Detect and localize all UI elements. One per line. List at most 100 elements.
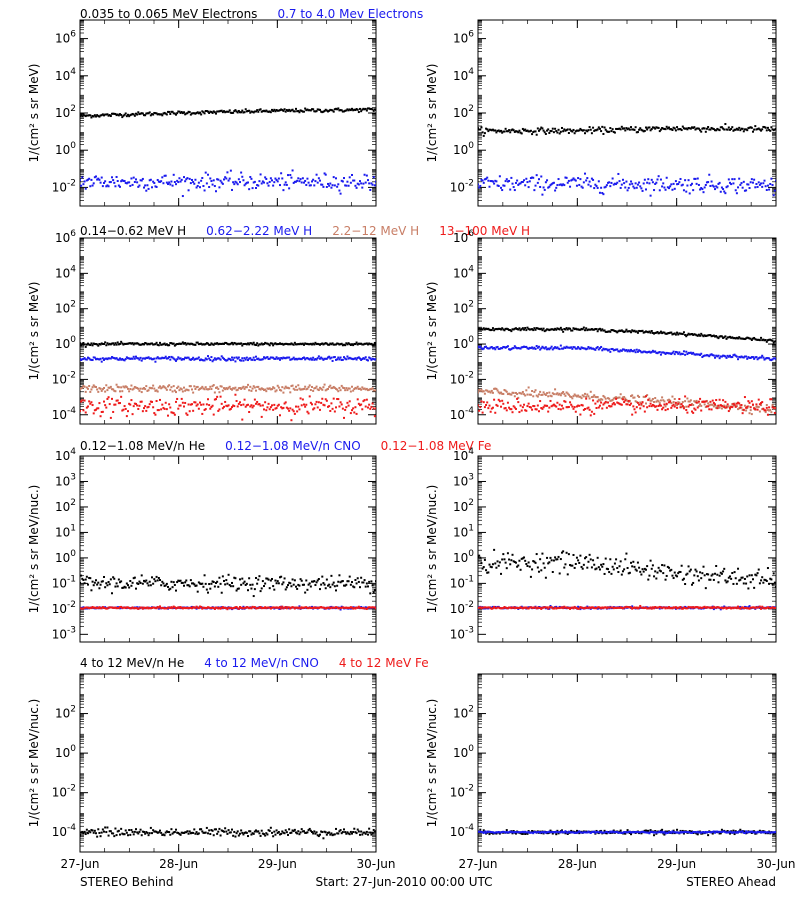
data-point — [727, 405, 730, 408]
data-point — [364, 181, 367, 184]
data-point — [740, 404, 743, 407]
data-point — [595, 185, 598, 188]
data-point — [314, 403, 317, 406]
data-point — [169, 112, 172, 115]
data-point — [93, 581, 96, 584]
data-point — [103, 358, 105, 361]
data-point — [341, 580, 344, 583]
data-point — [145, 579, 148, 582]
data-point — [565, 129, 568, 132]
series-2 — [80, 383, 376, 394]
data-point — [719, 355, 722, 358]
data-point — [336, 108, 339, 111]
data-point — [502, 130, 505, 133]
data-point — [677, 401, 680, 404]
data-point — [109, 181, 112, 184]
data-point — [664, 352, 667, 355]
data-point — [161, 114, 164, 117]
data-point — [649, 129, 652, 132]
data-point — [203, 388, 206, 391]
data-point — [691, 182, 694, 185]
data-point — [480, 178, 483, 181]
data-point — [773, 340, 776, 343]
data-point — [224, 341, 227, 344]
data-point — [223, 405, 225, 408]
data-point — [338, 607, 341, 610]
data-point — [479, 328, 482, 331]
data-point — [321, 111, 324, 114]
data-point — [253, 398, 256, 401]
data-point — [212, 607, 215, 610]
data-point — [757, 406, 760, 409]
data-point — [218, 186, 221, 189]
data-point — [726, 336, 729, 339]
data-point — [351, 107, 353, 110]
data-point — [180, 110, 183, 113]
data-point — [168, 606, 171, 609]
data-point — [635, 330, 638, 333]
data-point — [189, 113, 192, 116]
data-point — [580, 327, 583, 330]
data-point — [688, 400, 691, 403]
data-point — [368, 182, 371, 185]
data-point — [644, 351, 647, 354]
data-point — [80, 344, 83, 347]
data-point — [482, 134, 485, 137]
data-point — [305, 403, 308, 406]
data-point — [354, 607, 357, 610]
data-point — [155, 112, 158, 115]
data-point — [370, 606, 373, 609]
data-point — [93, 606, 96, 609]
data-point — [325, 399, 328, 402]
data-point — [753, 407, 756, 410]
data-point — [510, 408, 513, 411]
data-point — [184, 581, 187, 584]
data-point — [494, 348, 497, 351]
data-point — [140, 112, 143, 115]
data-point — [654, 127, 657, 130]
data-point — [651, 403, 654, 406]
data-point — [640, 404, 643, 407]
data-point — [151, 387, 153, 390]
data-point — [307, 607, 310, 610]
data-point — [307, 412, 310, 415]
data-point — [169, 183, 172, 186]
data-point — [97, 344, 100, 347]
data-point — [503, 407, 506, 410]
data-point — [360, 110, 363, 113]
data-point — [104, 341, 107, 344]
data-point — [83, 114, 86, 117]
data-point — [593, 348, 596, 351]
data-point — [581, 404, 584, 407]
data-point — [135, 178, 137, 181]
data-point — [252, 404, 255, 407]
data-point — [624, 186, 627, 189]
data-point — [280, 356, 283, 359]
data-point — [486, 389, 489, 392]
data-point — [353, 342, 356, 345]
data-point — [177, 110, 180, 113]
data-point — [574, 394, 577, 397]
data-point — [139, 400, 142, 403]
data-point — [619, 186, 622, 189]
data-point — [173, 389, 176, 392]
data-point — [322, 358, 325, 361]
data-point — [247, 383, 249, 386]
data-point — [544, 394, 547, 397]
data-point — [92, 584, 95, 587]
data-point — [162, 406, 165, 409]
data-point — [513, 130, 516, 133]
data-point — [148, 580, 151, 583]
data-point — [687, 351, 690, 354]
data-point — [131, 112, 134, 115]
data-point — [331, 184, 334, 187]
data-point — [343, 177, 345, 180]
data-point — [554, 388, 557, 391]
data-point — [200, 113, 203, 116]
data-point — [658, 404, 661, 407]
data-point — [219, 607, 222, 610]
data-point — [764, 357, 767, 360]
data-point — [288, 387, 291, 390]
data-point — [177, 181, 180, 184]
